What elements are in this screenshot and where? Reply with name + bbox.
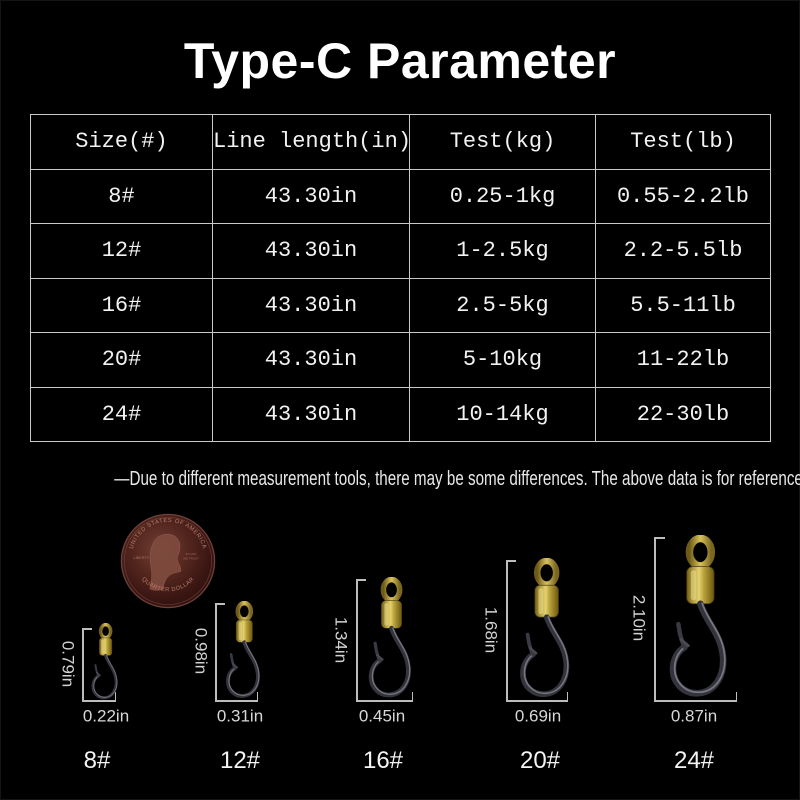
hook-16-horizontal-dim-line <box>356 700 413 702</box>
cell-size: 8# <box>30 168 213 224</box>
col-header-test-lb: Test(lb) <box>595 114 771 170</box>
cell-size: 12# <box>30 223 213 279</box>
cell-size: 20# <box>30 332 213 388</box>
washington-bust-graphic <box>149 533 182 591</box>
hook-16-right-tick <box>411 692 413 701</box>
table-row: 20# 43.30in 5-10kg 11-22lb <box>30 332 771 388</box>
hook-8-vertical-dim-line <box>82 628 84 700</box>
cell-line-length: 43.30in <box>212 168 410 224</box>
coin-motto-line1: IN GOD <box>186 552 198 556</box>
cell-test-lb: 0.55-2.2lb <box>595 168 771 224</box>
page-title: Type-C Parameter <box>183 33 617 89</box>
cell-test-kg: 0.25-1kg <box>409 168 596 224</box>
hook-8-top-tick <box>82 628 92 630</box>
fishing-hook-24-icon <box>658 535 740 700</box>
hook-16-size-label: 16# <box>362 747 404 774</box>
quarter-coin-icon: UNITED STATES OF AMERICA QUARTER DOLLAR … <box>120 513 216 609</box>
hook-12-width-label: 0.31in <box>216 706 264 726</box>
hook-24-width-label: 0.87in <box>670 706 718 726</box>
hook-12-horizontal-dim-line <box>215 700 258 702</box>
cell-line-length: 43.30in <box>212 386 410 442</box>
hook-20-vertical-dim-line <box>506 560 508 700</box>
cell-size: 24# <box>30 386 213 442</box>
hook-16-vertical-dim-line <box>356 579 358 700</box>
hook-16-top-tick <box>356 579 366 581</box>
hook-16-height-label: 1.34in <box>331 616 351 664</box>
hook-12-size-label: 12# <box>219 747 261 774</box>
coin-motto-line2: WE TRUST <box>183 557 199 561</box>
hook-12-vertical-dim-line <box>215 603 217 700</box>
hook-8-size-label: 8# <box>83 747 111 774</box>
hook-12-height-label: 0.98in <box>191 627 211 675</box>
cell-line-length: 43.30in <box>212 223 410 279</box>
hook-16-width-label: 0.45in <box>358 706 406 726</box>
hook-20-size-label: 20# <box>519 747 561 774</box>
hook-20-height-label: 1.68in <box>481 606 501 654</box>
table-row: 24# 43.30in 10-14kg 22-30lb <box>30 386 771 442</box>
col-header-line-length: Line length(in) <box>212 114 410 170</box>
hook-20-horizontal-dim-line <box>506 700 568 702</box>
col-header-size: Size(#) <box>30 114 213 170</box>
cell-test-kg: 5-10kg <box>409 332 596 388</box>
table-row: 16# 43.30in 2.5-5kg 5.5-11lb <box>30 277 771 333</box>
cell-test-lb: 11-22lb <box>595 332 771 388</box>
col-header-test-kg: Test(kg) <box>409 114 596 170</box>
fishing-hook-20-icon <box>510 558 581 700</box>
cell-test-lb: 2.2-5.5lb <box>595 223 771 279</box>
coin-liberty-text: LIBERTY <box>133 556 149 560</box>
hook-20-right-tick <box>566 692 568 701</box>
hook-20-top-tick <box>506 560 516 562</box>
hook-8-right-tick <box>114 692 116 701</box>
cell-line-length: 43.30in <box>212 332 410 388</box>
hook-24-right-tick <box>735 692 737 701</box>
fishing-hook-12-icon <box>219 601 268 700</box>
hook-24-height-label: 2.10in <box>629 594 649 642</box>
hook-12-top-tick <box>215 603 225 605</box>
disclaimer-text: —Due to different measurement tools, the… <box>114 468 800 490</box>
cell-test-kg: 10-14kg <box>409 386 596 442</box>
cell-test-lb: 5.5-11lb <box>595 277 771 333</box>
cell-test-kg: 2.5-5kg <box>409 277 596 333</box>
cell-size: 16# <box>30 277 213 333</box>
table-header-row: Size(#) Line length(in) Test(kg) Test(lb… <box>30 114 771 170</box>
cell-test-kg: 1-2.5kg <box>409 223 596 279</box>
hook-8-width-label: 0.22in <box>82 706 130 726</box>
table-row: 8# 43.30in 0.25-1kg 0.55-2.2lb <box>30 168 771 224</box>
hook-20-width-label: 0.69in <box>514 706 562 726</box>
table-row: 12# 43.30in 1-2.5kg 2.2-5.5lb <box>30 223 771 279</box>
hook-24-top-tick <box>654 537 665 539</box>
cell-test-lb: 22-30lb <box>595 386 771 442</box>
hook-24-vertical-dim-line <box>654 537 656 700</box>
parameter-table: Size(#) Line length(in) Test(kg) Test(lb… <box>30 114 771 442</box>
hook-8-horizontal-dim-line <box>82 700 116 702</box>
fishing-hook-8-icon <box>86 623 124 701</box>
fishing-hook-16-icon <box>360 577 421 700</box>
hook-24-size-label: 24# <box>673 747 715 774</box>
cell-line-length: 43.30in <box>212 277 410 333</box>
hook-12-right-tick <box>256 692 258 701</box>
hook-8-height-label: 0.79in <box>58 640 78 688</box>
hook-24-horizontal-dim-line <box>654 700 737 702</box>
